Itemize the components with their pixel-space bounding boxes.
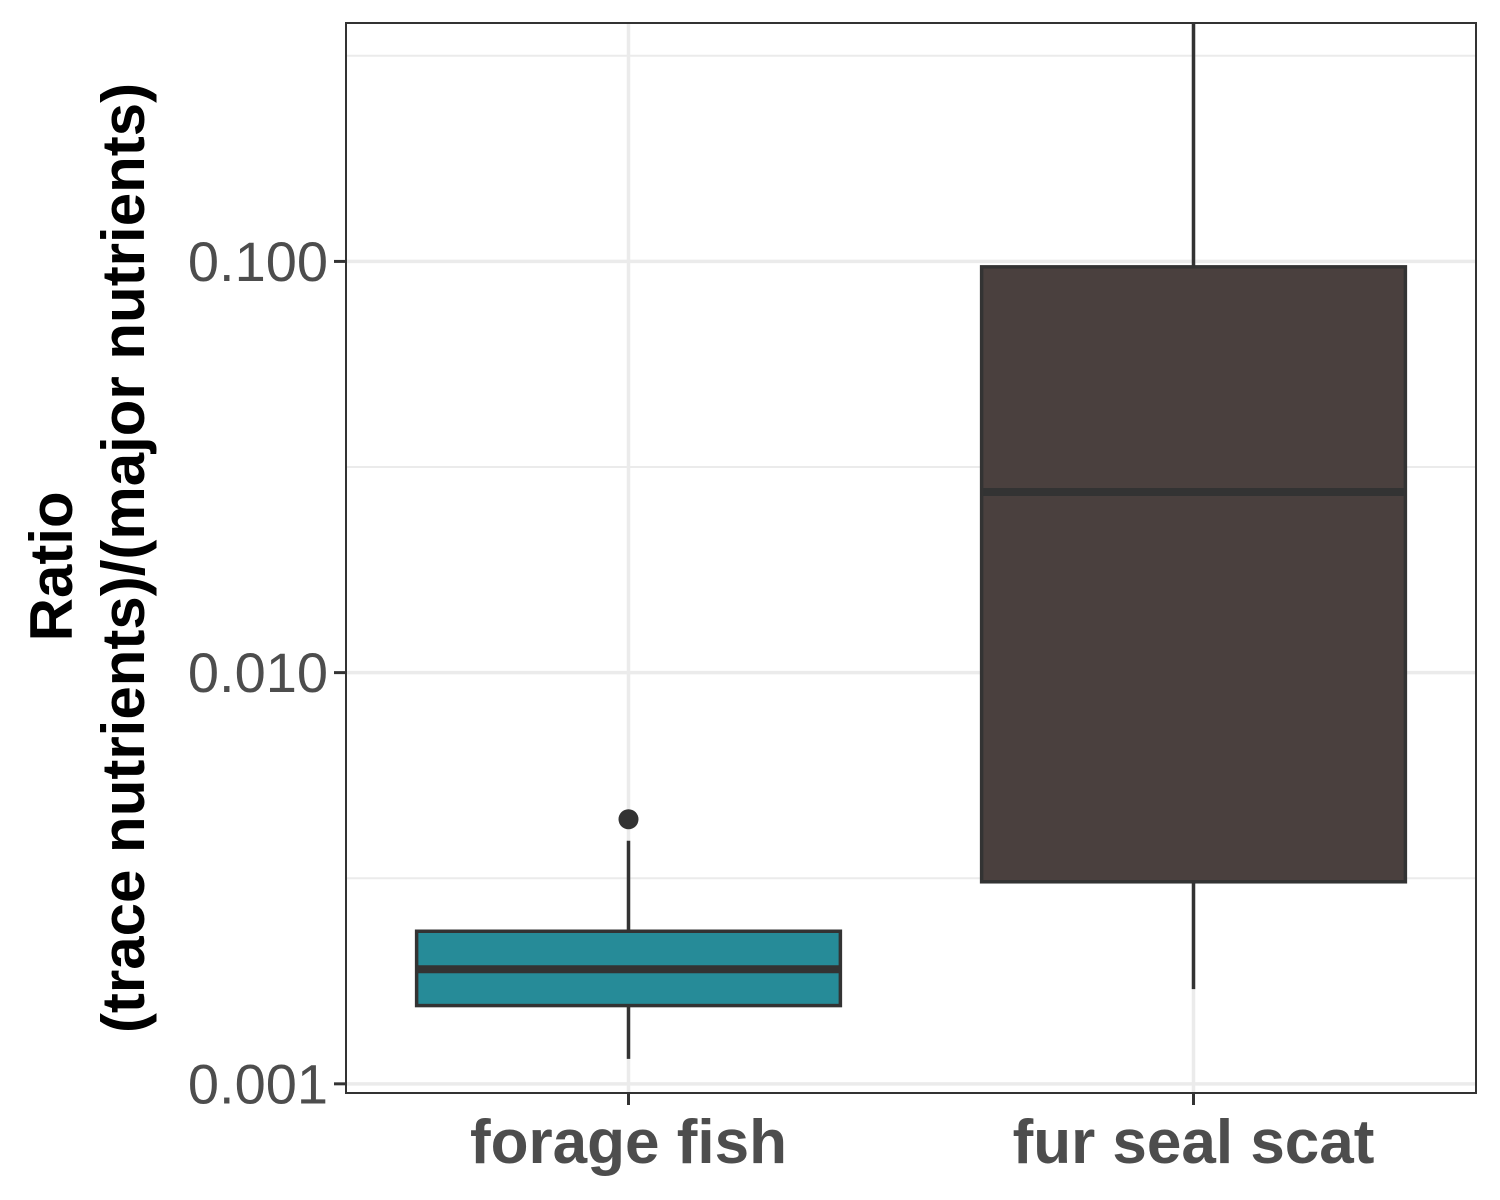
boxes — [414, 23, 1408, 1059]
box-fur-seal-scat — [979, 23, 1408, 990]
grid-lines — [346, 23, 1476, 1093]
box-body — [979, 265, 1408, 884]
x-category-label: fur seal scat — [1013, 1108, 1375, 1177]
y-axis-title: Ratio (trace nutrients)/(major nutrients… — [18, 83, 157, 1033]
x-category-label: forage fish — [470, 1108, 787, 1177]
y-tick-label: 0.001 — [188, 1052, 328, 1115]
y-axis-title-line-1: Ratio — [18, 491, 85, 641]
plot-panel-border — [345, 22, 1477, 1094]
axes: 0.001 0.010 0.100 forage fish fur seal scat — [188, 230, 1375, 1177]
box-forage-fish — [414, 809, 843, 1059]
y-axis-title-line-2: (trace nutrients)/(major nutrients) — [90, 83, 157, 1033]
y-tick-label: 0.010 — [188, 641, 328, 704]
outlier-point — [618, 809, 639, 830]
y-tick-label: 0.100 — [188, 230, 328, 293]
